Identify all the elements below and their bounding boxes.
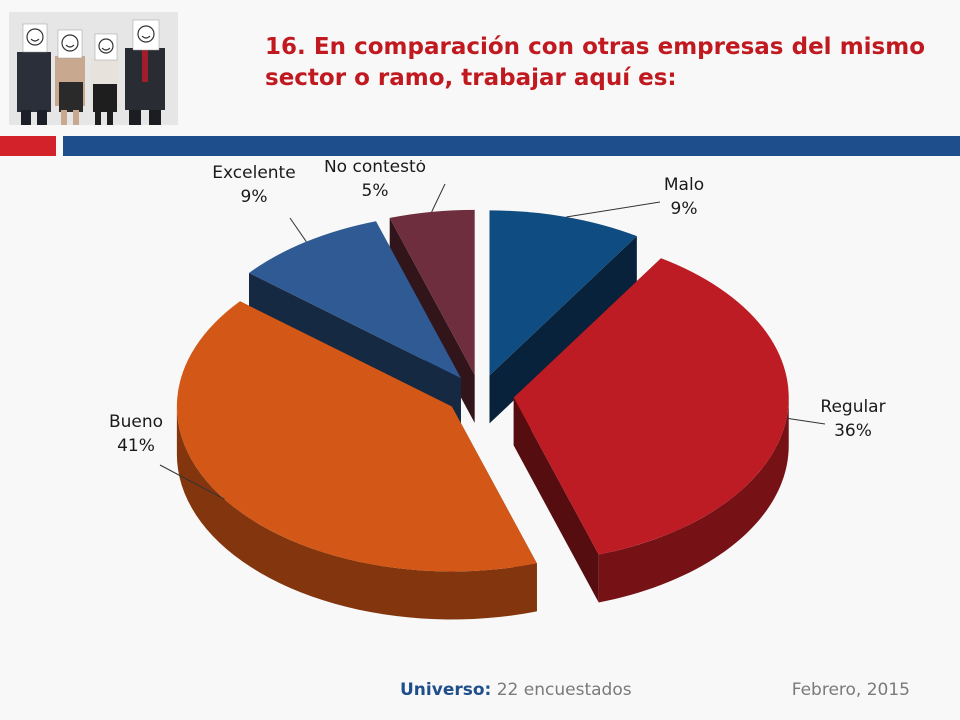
slice-outer-wall	[176, 406, 537, 620]
slice-value-excelente: 9%	[241, 187, 268, 207]
leader-line-no-contest-	[431, 183, 446, 213]
slice-label-excelente: Excelente	[212, 163, 295, 183]
leader-line-malo	[566, 201, 661, 218]
person-4	[125, 19, 165, 125]
business-people-image	[9, 12, 178, 125]
accent-bar-blue	[63, 136, 960, 156]
slice-top	[176, 301, 537, 572]
slice-value-no-contest-: 5%	[362, 181, 389, 201]
header-photo	[9, 12, 178, 125]
leader-line-regular	[786, 417, 826, 425]
pie-sides	[176, 209, 789, 620]
slice-label-bueno: Bueno	[109, 412, 163, 432]
slice-top	[389, 209, 475, 375]
footer: Universo: 22 encuestados Febrero, 2015	[400, 680, 910, 704]
leader-line-excelente	[289, 217, 307, 242]
slice-value-regular: 36%	[834, 421, 872, 441]
slide-title: 16. En comparación con otras empresas de…	[265, 34, 925, 91]
slice-top	[489, 210, 637, 376]
pie-chart: Malo 9% Regular 36% Bueno 41% Excelente 9% No co…	[109, 160, 886, 620]
pie-slice-bueno	[176, 301, 537, 620]
slice-radial-side	[513, 397, 599, 603]
slice-label-malo: Malo	[664, 175, 704, 195]
slice-label-regular: Regular	[820, 397, 885, 417]
slice-radial-side	[489, 236, 637, 424]
slice-top	[248, 221, 461, 379]
slice-outer-wall	[598, 397, 789, 603]
slice-value-bueno: 41%	[117, 436, 155, 456]
slice-value-malo: 9%	[671, 199, 698, 219]
pie-labels: Malo 9% Regular 36% Bueno 41% Excelente 9% No co…	[109, 160, 886, 500]
footer-date: Febrero, 2015	[791, 680, 910, 700]
universe-value: 22 encuestados	[496, 680, 632, 700]
universe-label: Universo:	[400, 680, 492, 700]
slice-label-no-contest-: No contestó	[324, 160, 426, 177]
accent-bar-red	[0, 136, 56, 156]
pie-slice-regular	[513, 258, 789, 603]
slice-top	[513, 258, 789, 555]
leader-line-bueno	[159, 464, 225, 500]
person-2	[55, 29, 85, 125]
pie-slice-malo	[489, 210, 637, 424]
person-1	[17, 23, 51, 125]
person-3	[91, 33, 119, 125]
